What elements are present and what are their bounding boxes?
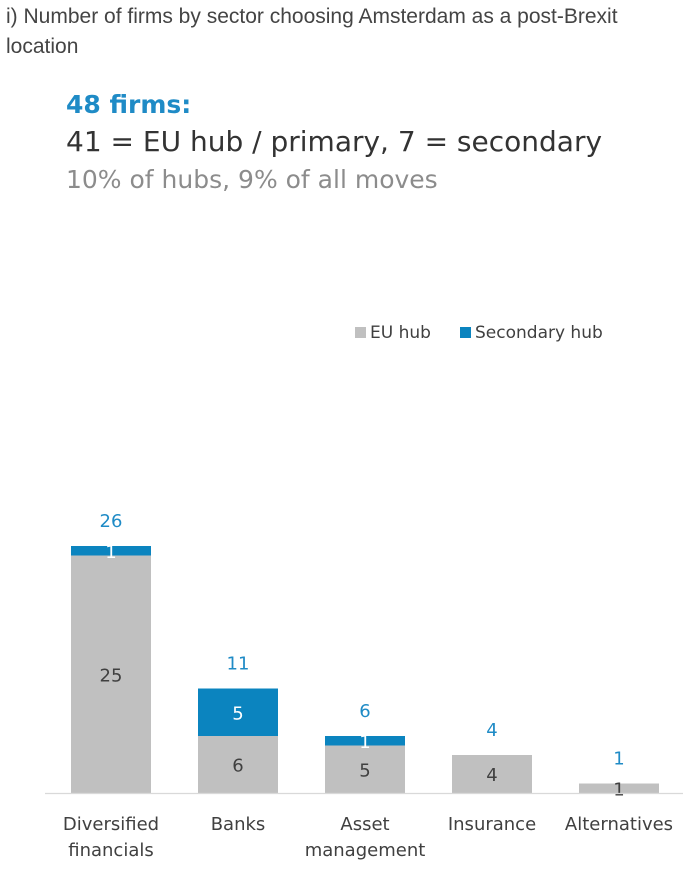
x-tick-label: Diversified <box>63 814 159 835</box>
bar-eu-hub <box>579 783 659 793</box>
data-label-secondary-hub: 5 <box>232 703 243 724</box>
legend-label: Secondary hub <box>475 323 603 343</box>
bar-eu-hub <box>71 555 151 793</box>
bar-eu-hub <box>452 755 532 793</box>
x-tick-label: Alternatives <box>565 814 673 835</box>
total-label: 11 <box>227 654 250 675</box>
bar-eu-hub <box>325 745 405 793</box>
data-label-eu-hub: 25 <box>100 665 123 686</box>
total-label: 1 <box>613 749 624 770</box>
bar-secondary-hub <box>325 736 405 746</box>
figure-caption: i) Number of firms by sector choosing Am… <box>6 5 618 58</box>
data-label-eu-hub: 6 <box>232 756 243 777</box>
x-tick-label: Banks <box>211 814 266 835</box>
chart-legend: EU hub Secondary hub <box>355 323 603 343</box>
total-label: 26 <box>100 511 123 532</box>
total-label: 6 <box>359 701 370 722</box>
legend-swatch <box>460 327 471 338</box>
data-label-secondary-hub: 1 <box>359 732 370 753</box>
x-tick-label: management <box>305 840 426 861</box>
total-label: 4 <box>486 720 497 741</box>
x-tick-label: financials <box>68 840 154 861</box>
data-label-eu-hub: 5 <box>359 760 370 781</box>
legend-label: EU hub <box>370 323 431 343</box>
headline-share: 10% of hubs, 9% of all moves <box>66 165 438 194</box>
headline-block: 48 firms: 41 = EU hub / primary, 7 = sec… <box>66 88 602 198</box>
headline-hub-split: 41 = EU hub / primary, 7 = secondary <box>66 125 603 158</box>
headline-firm-count: 48 firms: <box>66 90 192 119</box>
x-axis-labels: Diversified financials Banks Asset managemen… <box>63 814 673 861</box>
data-label-eu-hub: 1 <box>613 779 624 800</box>
x-tick-label: Insurance <box>448 814 536 835</box>
bar-secondary-hub <box>198 688 278 736</box>
x-tick-label: Asset <box>340 814 389 835</box>
data-label-secondary-hub: 1 <box>105 542 116 563</box>
data-label-eu-hub: 4 <box>486 765 497 786</box>
bar-secondary-hub <box>71 546 151 556</box>
bar-eu-hub <box>198 736 278 793</box>
legend-swatch <box>355 327 366 338</box>
